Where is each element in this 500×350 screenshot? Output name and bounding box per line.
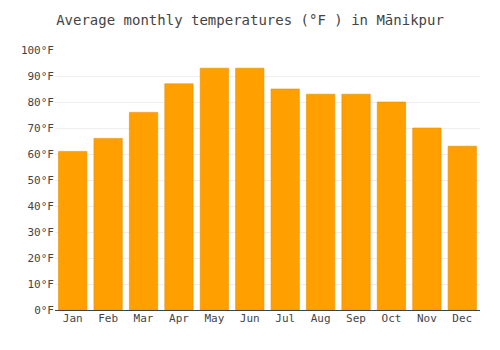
svg-text:Mar: Mar: [134, 312, 154, 325]
svg-text:10°F: 10°F: [28, 278, 55, 291]
svg-text:Oct: Oct: [382, 312, 402, 325]
svg-text:Sep: Sep: [346, 312, 366, 325]
svg-text:Average monthly temperatures (: Average monthly temperatures (°F ) in Mā…: [56, 12, 444, 28]
svg-text:Dec: Dec: [452, 312, 472, 325]
svg-text:Apr: Apr: [169, 312, 189, 325]
svg-text:90°F: 90°F: [28, 70, 55, 83]
svg-text:60°F: 60°F: [28, 148, 55, 161]
svg-text:50°F: 50°F: [28, 174, 55, 187]
svg-text:Aug: Aug: [311, 312, 331, 325]
svg-text:100°F: 100°F: [21, 44, 54, 57]
svg-text:Feb: Feb: [98, 312, 118, 325]
svg-text:Jul: Jul: [275, 312, 295, 325]
svg-text:Jan: Jan: [63, 312, 83, 325]
svg-text:70°F: 70°F: [28, 122, 55, 135]
svg-text:Nov: Nov: [417, 312, 437, 325]
svg-text:Jun: Jun: [240, 312, 260, 325]
svg-text:40°F: 40°F: [28, 200, 55, 213]
svg-text:80°F: 80°F: [28, 96, 55, 109]
svg-text:May: May: [204, 312, 224, 325]
svg-text:20°F: 20°F: [28, 252, 55, 265]
svg-text:30°F: 30°F: [28, 226, 55, 239]
svg-text:0°F: 0°F: [34, 304, 54, 317]
